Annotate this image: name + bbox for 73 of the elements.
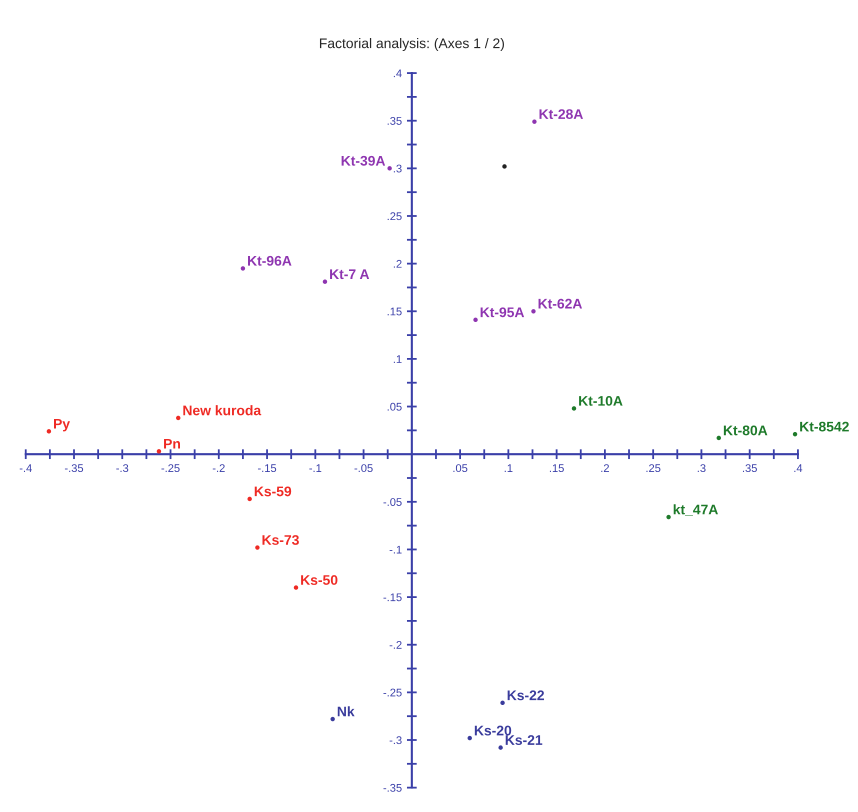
point [473,318,478,322]
series-label: Ks-20 [474,726,512,736]
y-tick-label: -.05 [383,498,402,506]
point [468,736,472,740]
x-tick-label: -.05 [354,464,373,472]
x-tick-label: .2 [601,464,609,472]
series-label: Ks-50 [301,575,338,585]
series-label: Py [54,418,70,432]
y-tick-label: .1 [394,355,402,363]
point [531,309,536,314]
x-tick-label: -.4 [20,464,32,472]
y-tick-label: -.15 [383,593,402,602]
series-label: Kt-28A [540,109,583,120]
series-label: Kt-62A [538,298,582,309]
series-label: Nk [338,706,355,716]
y-tick-label: .25 [388,212,402,220]
y-tick-label: -.25 [383,688,402,696]
point [247,496,252,502]
y-tick-label: .2 [394,260,402,268]
series-label: Ks-73 [262,535,299,545]
series-label: Kt-95A [480,307,524,318]
point [156,449,162,454]
series-label: Kt-7 A [330,269,370,280]
series-label: kt_47A [674,504,718,516]
y-tick-label: -.1 [390,546,402,554]
series-label: Ks-22 [508,690,544,700]
x-tick-label: .15 [550,464,564,472]
series-label: Kt-10A [579,396,623,406]
point [498,745,503,750]
chart-title: Factorial analysis: (Axes 1 / 2) [320,38,504,51]
series-label: Kt-39A [342,156,386,166]
point [792,432,798,436]
y-tick-label: .4 [394,69,402,78]
x-tick-label: .35 [742,464,757,472]
point [572,406,576,411]
series-label: Kt-80A [724,426,768,436]
y-tick-label: -.2 [390,640,402,649]
x-tick-label: -.3 [116,464,128,472]
y-tick-label: .15 [388,308,402,316]
point [46,429,52,434]
series-label: Kt-96A [248,256,292,266]
series-label: Kt-8542 [800,422,849,432]
point [716,436,721,440]
x-tick-label: .4 [794,464,802,472]
point [532,119,537,124]
point [330,716,335,722]
x-tick-label: -.35 [64,464,84,472]
y-tick-label: .3 [394,164,402,172]
point [666,514,671,520]
series-label: Pn [164,438,180,449]
x-tick-label: .25 [646,464,660,472]
y-tick-label: -.35 [383,784,402,792]
y-tick-label: .35 [388,116,402,125]
point [176,416,180,420]
x-tick-label: .05 [453,464,468,472]
point [255,545,260,550]
x-tick-label: -.2 [212,464,225,472]
series-label: Ks-59 [254,486,292,496]
y-tick-label: -.3 [390,736,402,744]
x-tick-label: .3 [698,464,706,472]
x-tick-label: -.25 [161,464,180,472]
point [500,700,505,706]
point [387,166,392,171]
point [322,280,328,284]
x-tick-label: .1 [504,464,512,472]
point [502,164,507,169]
x-tick-label: -.1 [309,464,322,472]
series-label: New kuroda [183,405,262,416]
series-label: Ks-21 [506,735,542,745]
point [294,585,298,590]
point [240,266,246,271]
x-tick-label: -.15 [258,464,276,472]
y-tick-label: .05 [388,402,402,411]
